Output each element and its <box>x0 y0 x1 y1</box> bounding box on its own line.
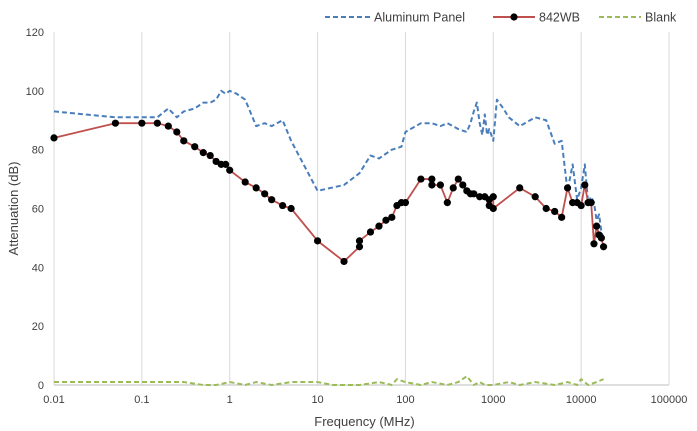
data-point <box>489 204 497 213</box>
data-point <box>581 181 589 189</box>
data-point <box>375 222 383 230</box>
data-point <box>241 178 249 186</box>
y-tick-label: 120 <box>26 27 44 39</box>
data-point <box>366 228 375 236</box>
x-tick-label: 0.01 <box>43 394 64 406</box>
y-tick-label: 80 <box>32 145 44 157</box>
legend-item-aluminum-panel: Aluminum Panel <box>325 11 465 25</box>
data-point <box>449 184 457 192</box>
x-tick-label: 1000 <box>481 394 505 406</box>
data-point <box>355 243 364 251</box>
data-point <box>587 199 595 207</box>
data-point <box>563 184 572 192</box>
data-point <box>111 119 120 127</box>
data-point <box>417 175 425 183</box>
y-tick-label: 100 <box>26 86 44 98</box>
series-line-blank <box>54 375 604 386</box>
x-tick-label: 100 <box>396 394 414 406</box>
data-point <box>355 237 364 245</box>
x-axis-title: Frequency (MHz) <box>314 414 414 429</box>
data-point <box>516 184 524 192</box>
legend: Aluminum Panel 842WB Blank <box>325 11 677 25</box>
data-point <box>222 160 230 168</box>
data-point <box>428 175 436 183</box>
data-point <box>50 134 58 142</box>
y-tick-label: 0 <box>38 380 44 392</box>
data-point <box>454 175 462 183</box>
y-axis-tick-labels: 0 20 40 60 80 100 120 <box>26 27 44 392</box>
data-point <box>597 234 605 242</box>
legend-marker <box>510 13 518 21</box>
data-point <box>287 204 295 213</box>
data-point <box>173 128 181 136</box>
data-point <box>577 201 585 210</box>
data-point <box>459 181 467 189</box>
data-point <box>279 201 287 210</box>
data-point <box>206 151 214 160</box>
y-axis-title: Attenuation (dB) <box>6 162 21 256</box>
data-point <box>199 149 207 157</box>
legend-label: Blank <box>645 11 677 25</box>
y-tick-label: 40 <box>32 262 44 274</box>
data-point <box>164 122 172 130</box>
data-point <box>252 184 260 192</box>
data-point <box>401 199 410 207</box>
data-point <box>313 237 322 245</box>
data-point <box>489 193 497 201</box>
data-point <box>138 119 146 127</box>
series-line-aluminum-panel <box>53 89 605 239</box>
y-tick-label: 60 <box>32 204 44 216</box>
data-point <box>340 257 348 266</box>
legend-label: 842WB <box>539 11 580 25</box>
data-point <box>382 216 390 224</box>
x-axis-tick-labels: 0.01 0.1 1 10 100 1000 10000 100000 <box>43 394 687 406</box>
data-point <box>436 181 444 189</box>
x-tick-label: 0.1 <box>134 394 149 406</box>
x-tick-label: 10 <box>311 394 323 406</box>
data-point <box>153 119 161 127</box>
data-point <box>268 196 276 204</box>
data-point <box>428 181 436 189</box>
legend-label: Aluminum Panel <box>374 11 465 25</box>
legend-item-blank: Blank <box>599 11 677 25</box>
series-aluminum-panel <box>53 89 605 239</box>
x-tick-label: 100000 <box>651 394 688 406</box>
series-layer <box>50 89 608 386</box>
data-point <box>599 243 608 251</box>
series-blank <box>54 375 604 386</box>
data-point <box>261 190 269 198</box>
y-tick-label: 20 <box>32 321 44 333</box>
data-point <box>180 137 188 145</box>
data-point <box>470 190 478 198</box>
vertical-gridlines <box>53 32 670 385</box>
data-point <box>593 222 601 230</box>
series-842wb <box>50 119 608 266</box>
data-point <box>551 207 559 216</box>
data-point <box>531 193 539 201</box>
x-tick-label: 1 <box>227 394 233 406</box>
x-tick-label: 10000 <box>566 394 597 406</box>
data-point <box>388 213 396 221</box>
series-line-842wb <box>53 122 605 263</box>
data-point <box>558 213 566 221</box>
data-point <box>590 240 598 248</box>
data-point <box>191 143 199 151</box>
data-point <box>476 193 484 201</box>
data-point <box>542 204 550 213</box>
legend-item-842wb: 842WB <box>493 11 580 25</box>
data-point <box>226 166 234 174</box>
data-point <box>443 199 451 207</box>
